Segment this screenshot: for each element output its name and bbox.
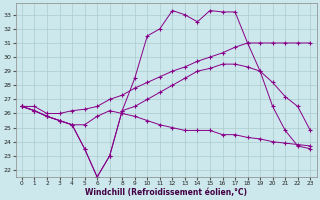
X-axis label: Windchill (Refroidissement éolien,°C): Windchill (Refroidissement éolien,°C)	[85, 188, 247, 197]
